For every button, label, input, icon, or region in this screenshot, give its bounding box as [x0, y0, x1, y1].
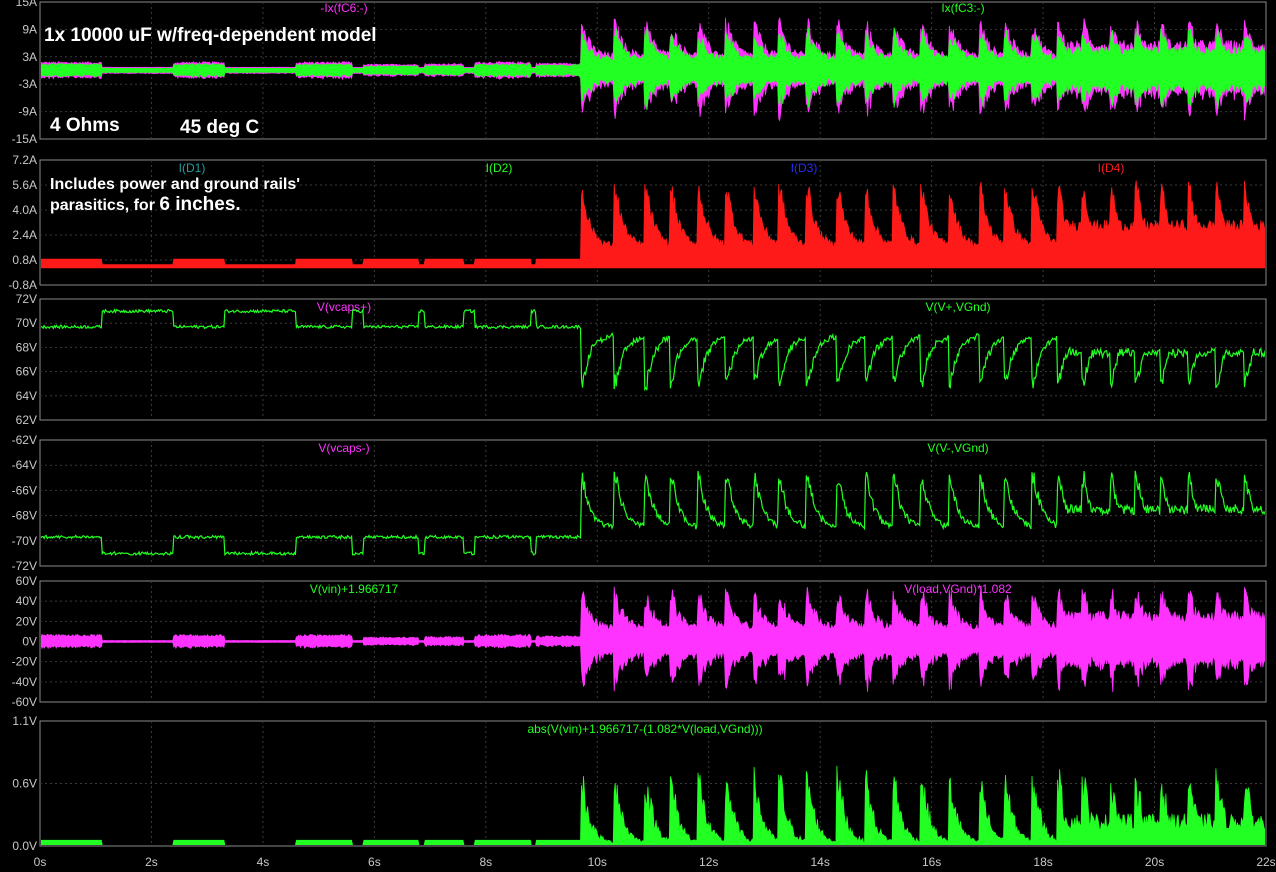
- panel-5: 60V 40V 20V 0V -20V -40V -60V V(vin)+1.966717 V(…: [12, 574, 1267, 709]
- x-tick-label: 16s: [922, 855, 941, 869]
- y-tick-label: -9A: [18, 105, 37, 119]
- y-tick-label: 64V: [16, 389, 37, 403]
- series-label: V(vcaps-): [318, 441, 369, 455]
- panel-4: -62V -64V -66V -68V -70V -72V V(vcaps-) V(V-,VG…: [12, 433, 1267, 573]
- x-tick-label: 10s: [588, 855, 607, 869]
- series-label: Ix(fC3:-): [941, 1, 984, 15]
- y-tick-label: 5.6A: [12, 178, 37, 192]
- y-tick-label: -60V: [12, 695, 37, 709]
- y-tick-label: 40V: [16, 594, 37, 608]
- y-tick-label: 62V: [16, 413, 37, 427]
- y-tick-label: -72V: [12, 559, 37, 573]
- panel-frame: [39, 1, 1267, 140]
- series-label: I(D3): [791, 161, 818, 175]
- y-tick-label: -0.8A: [8, 278, 37, 292]
- y-tick-label: 15A: [16, 0, 37, 9]
- panel-6: 1.1V 0.6V 0.0V abs(V(vin)+1.966717-(1.082*V…: [12, 714, 1267, 853]
- panel-frame: [39, 159, 1267, 286]
- series-trace-green: [41, 765, 1265, 845]
- series-label: V(vin)+1.966717: [310, 582, 399, 596]
- y-tick-label: 9A: [22, 22, 37, 36]
- x-tick-label: 0s: [34, 855, 47, 869]
- y-tick-label: 0.0V: [12, 839, 37, 853]
- series-trace-magenta: [41, 585, 1265, 693]
- series-trace-green: [41, 470, 1265, 557]
- y-tick-label: 20V: [16, 614, 37, 628]
- y-tick-label: -62V: [12, 433, 37, 447]
- y-tick-label: -66V: [12, 483, 37, 497]
- y-tick-label: 0V: [22, 635, 37, 649]
- x-tick-label: 18s: [1033, 855, 1052, 869]
- y-tick-label: 72V: [16, 292, 37, 306]
- panel-frame: [39, 439, 1267, 567]
- x-tick-label: 14s: [811, 855, 830, 869]
- y-tick-label: 0.6V: [12, 777, 37, 791]
- series-label: I(D1): [179, 161, 206, 175]
- y-tick-label: -15A: [12, 132, 37, 146]
- y-tick-label: -3A: [18, 77, 37, 91]
- parasitics-length: 6 inches.: [159, 194, 240, 215]
- x-tick-label: 12s: [699, 855, 718, 869]
- x-tick-label: 2s: [145, 855, 158, 869]
- panel-frame: [39, 298, 1267, 421]
- y-tick-label: 68V: [16, 340, 37, 354]
- parasitics-note-line2: parasitics, for 6 inches.: [50, 194, 241, 215]
- panel-1: 15A 9A 3A -3A -9A -15A -Ix(fC6:-) Ix(fC3:-): [12, 0, 1267, 146]
- series-label: V(V-,VGnd): [927, 441, 988, 455]
- series-trace-green: [41, 27, 1265, 110]
- y-tick-label: 7.2A: [12, 153, 37, 167]
- y-tick-label: -68V: [12, 509, 37, 523]
- parasitics-note-line1: Includes power and ground rails': [50, 176, 300, 193]
- y-tick-label: -20V: [12, 655, 37, 669]
- series-trace-red: [41, 180, 1265, 269]
- y-tick-label: 70V: [16, 316, 37, 330]
- y-tick-label: 2.4A: [12, 228, 37, 242]
- y-tick-label: 3A: [22, 50, 37, 64]
- series-label: I(D4): [1098, 161, 1125, 175]
- series-trace-green: [41, 307, 1265, 392]
- x-tick-label: 8s: [479, 855, 492, 869]
- x-tick-label: 20s: [1145, 855, 1164, 869]
- model-note: 1x 10000 uF w/freq-dependent model: [44, 25, 377, 46]
- y-tick-label: 1.1V: [12, 714, 37, 728]
- y-tick-label: -70V: [12, 534, 37, 548]
- y-tick-label: 66V: [16, 365, 37, 379]
- y-tick-label: 0.8A: [12, 253, 37, 267]
- series-label: -Ix(fC6:-): [320, 1, 367, 15]
- parasitics-note-text: parasitics, for: [50, 197, 159, 214]
- y-tick-label: -64V: [12, 458, 37, 472]
- load-note: 4 Ohms: [50, 115, 120, 136]
- y-tick-label: 4.0A: [12, 203, 37, 217]
- series-label: abs(V(vin)+1.966717-(1.082*V(load,VGnd))…: [527, 722, 762, 736]
- y-tick-label: -40V: [12, 675, 37, 689]
- y-tick-label: 60V: [16, 574, 37, 588]
- temp-note: 45 deg C: [180, 117, 259, 138]
- series-label: V(V+,VGnd): [925, 300, 990, 314]
- panel-2: 7.2A 5.6A 4.0A 2.4A 0.8A -0.8A I(D1) I(D2) I(D3)…: [8, 153, 1267, 292]
- x-tick-label: 4s: [257, 855, 270, 869]
- x-tick-label: 6s: [368, 855, 381, 869]
- series-label: V(load,VGnd)*1.082: [904, 582, 1012, 596]
- series-label: I(D2): [486, 161, 513, 175]
- x-tick-label: 22s: [1256, 855, 1275, 869]
